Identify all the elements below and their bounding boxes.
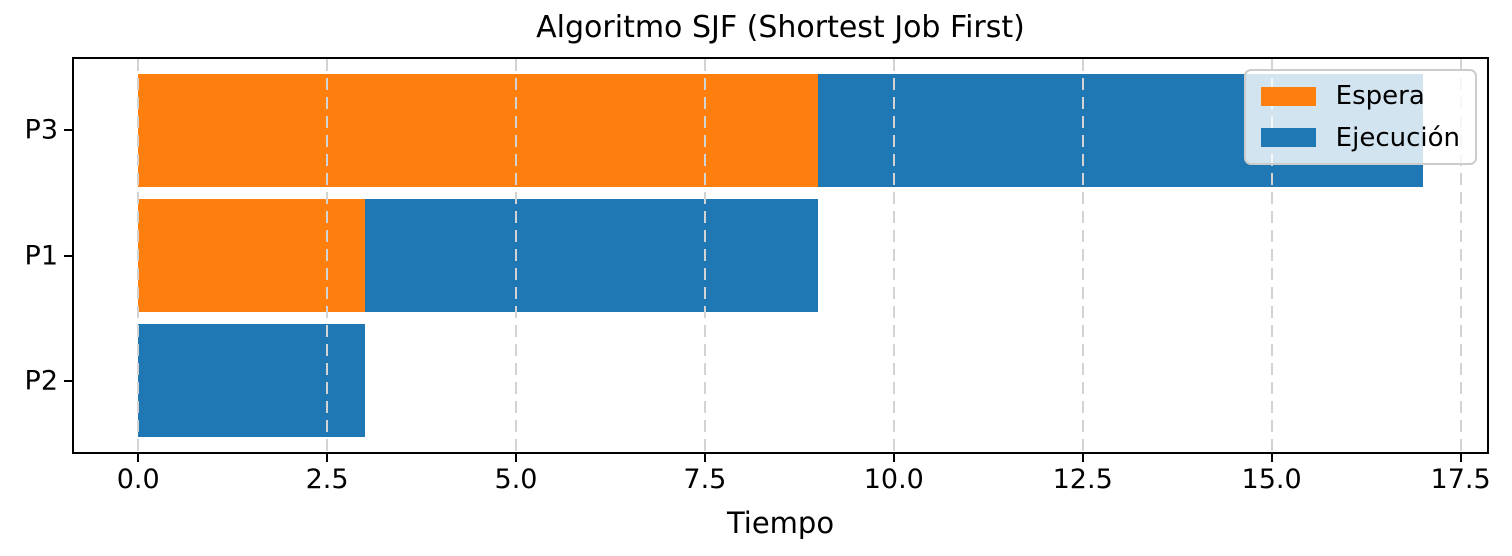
gridline-x-7.5 [703, 59, 706, 452]
x-tick-mark-10 [892, 454, 895, 462]
x-tick-mark-15 [1270, 454, 1273, 462]
bar-segment-P1-Espera [138, 199, 365, 312]
gridline-x-15 [1270, 59, 1273, 452]
bar-segment-P3-Espera [138, 74, 819, 187]
legend: Espera Ejecución [1243, 69, 1477, 166]
legend-entry-espera: Espera [1260, 81, 1460, 111]
gridline-x-0 [137, 59, 140, 452]
x-tick-label-7.5: 7.5 [683, 464, 727, 495]
x-axis-label: Tiempo [726, 506, 835, 540]
x-tick-mark-5 [515, 454, 517, 462]
x-tick-mark-7.5 [703, 454, 706, 462]
legend-swatch-ejecucion-icon [1260, 128, 1316, 148]
gridline-x-10 [892, 59, 895, 452]
legend-label-espera: Espera [1335, 81, 1425, 111]
x-tick-mark-2.5 [326, 454, 329, 462]
gridline-x-12.5 [1081, 59, 1084, 452]
x-tick-label-17.5: 17.5 [1430, 464, 1491, 495]
bar-segment-P2-Ejecución [138, 324, 365, 437]
legend-entry-ejecucion: Ejecución [1260, 122, 1460, 153]
chart-title: Algoritmo SJF (Shortest Job First) [536, 10, 1025, 45]
y-tick-mark-P3 [64, 129, 72, 132]
x-tick-label-15: 15.0 [1241, 464, 1302, 495]
gridline-x-5 [515, 59, 517, 452]
bar-segment-P1-Ejecución [364, 199, 819, 312]
y-tick-label-P1: P1 [24, 240, 58, 271]
x-tick-label-5: 5.0 [494, 464, 538, 495]
x-tick-label-10: 10.0 [863, 464, 924, 495]
x-tick-label-0: 0.0 [116, 464, 160, 495]
x-tick-label-2.5: 2.5 [305, 464, 349, 495]
x-tick-mark-0 [137, 454, 140, 462]
y-tick-mark-P2 [64, 379, 72, 382]
x-tick-label-12.5: 12.5 [1052, 464, 1113, 495]
y-tick-label-P3: P3 [24, 114, 58, 146]
y-tick-label-P2: P2 [24, 365, 58, 397]
legend-label-ejecucion: Ejecución [1335, 122, 1460, 153]
gridline-x-17.5 [1459, 59, 1462, 452]
x-tick-mark-17.5 [1459, 454, 1462, 462]
gridline-x-2.5 [326, 59, 329, 452]
legend-swatch-espera-icon [1260, 86, 1316, 106]
y-tick-mark-P1 [64, 254, 72, 257]
plot-area: Espera Ejecución [72, 57, 1489, 454]
x-tick-mark-12.5 [1081, 454, 1084, 462]
